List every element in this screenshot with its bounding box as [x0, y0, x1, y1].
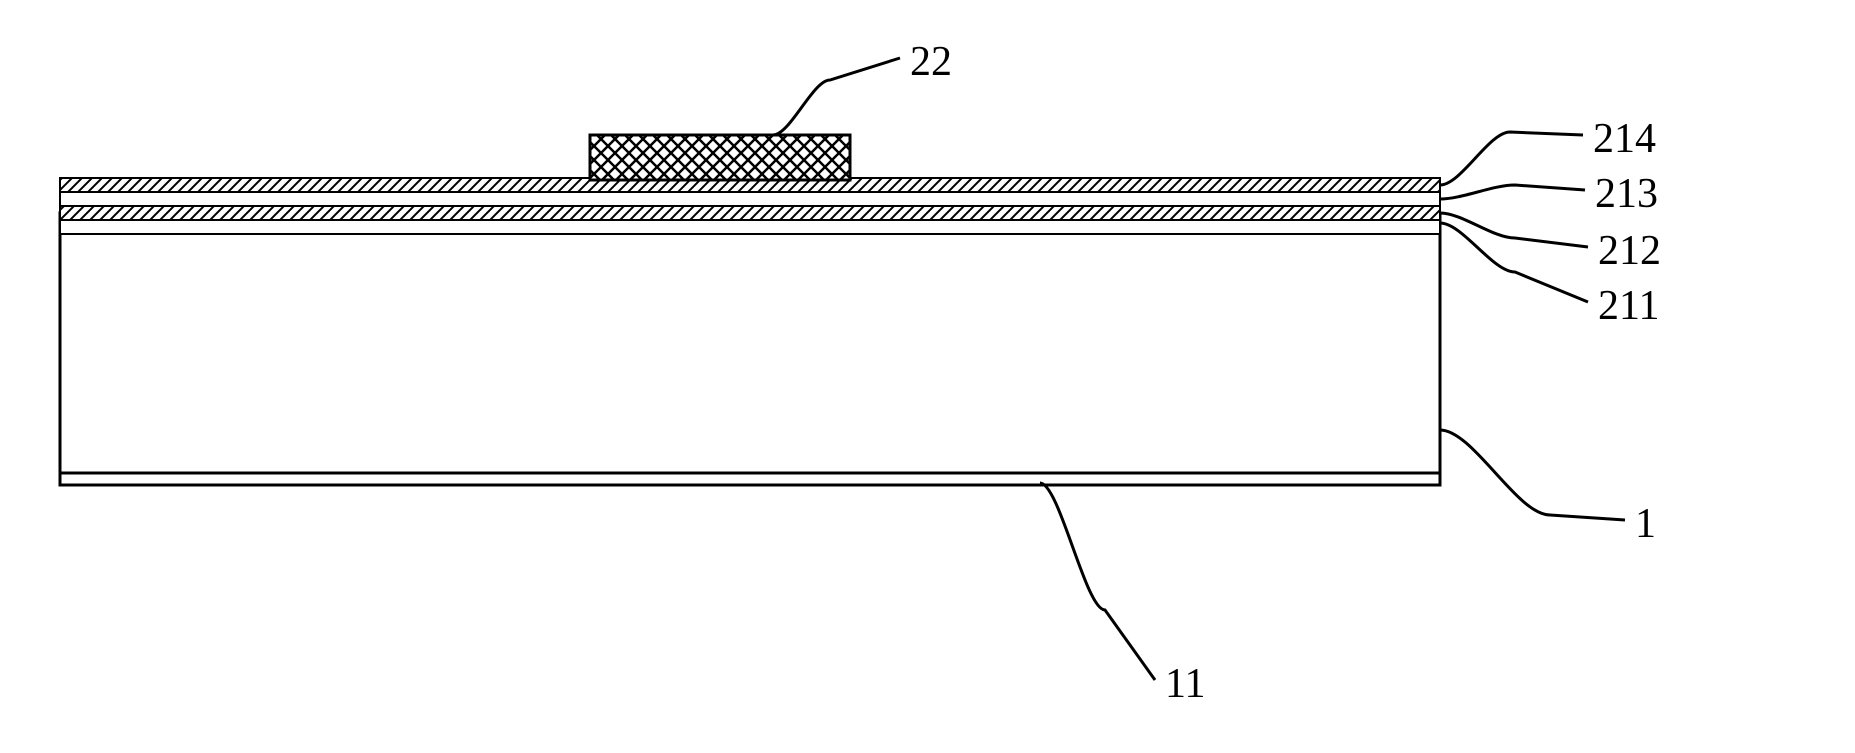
label-1: 1	[1635, 500, 1656, 548]
label-11: 11	[1165, 660, 1205, 708]
label-214: 214	[1593, 115, 1656, 163]
diagram-container: 22 214 213 212 211 1 11	[20, 20, 1855, 733]
label-211: 211	[1598, 282, 1659, 330]
label-212: 212	[1598, 227, 1661, 275]
cross-section-diagram	[20, 20, 1855, 733]
label-22: 22	[910, 38, 952, 86]
label-213: 213	[1595, 170, 1658, 218]
